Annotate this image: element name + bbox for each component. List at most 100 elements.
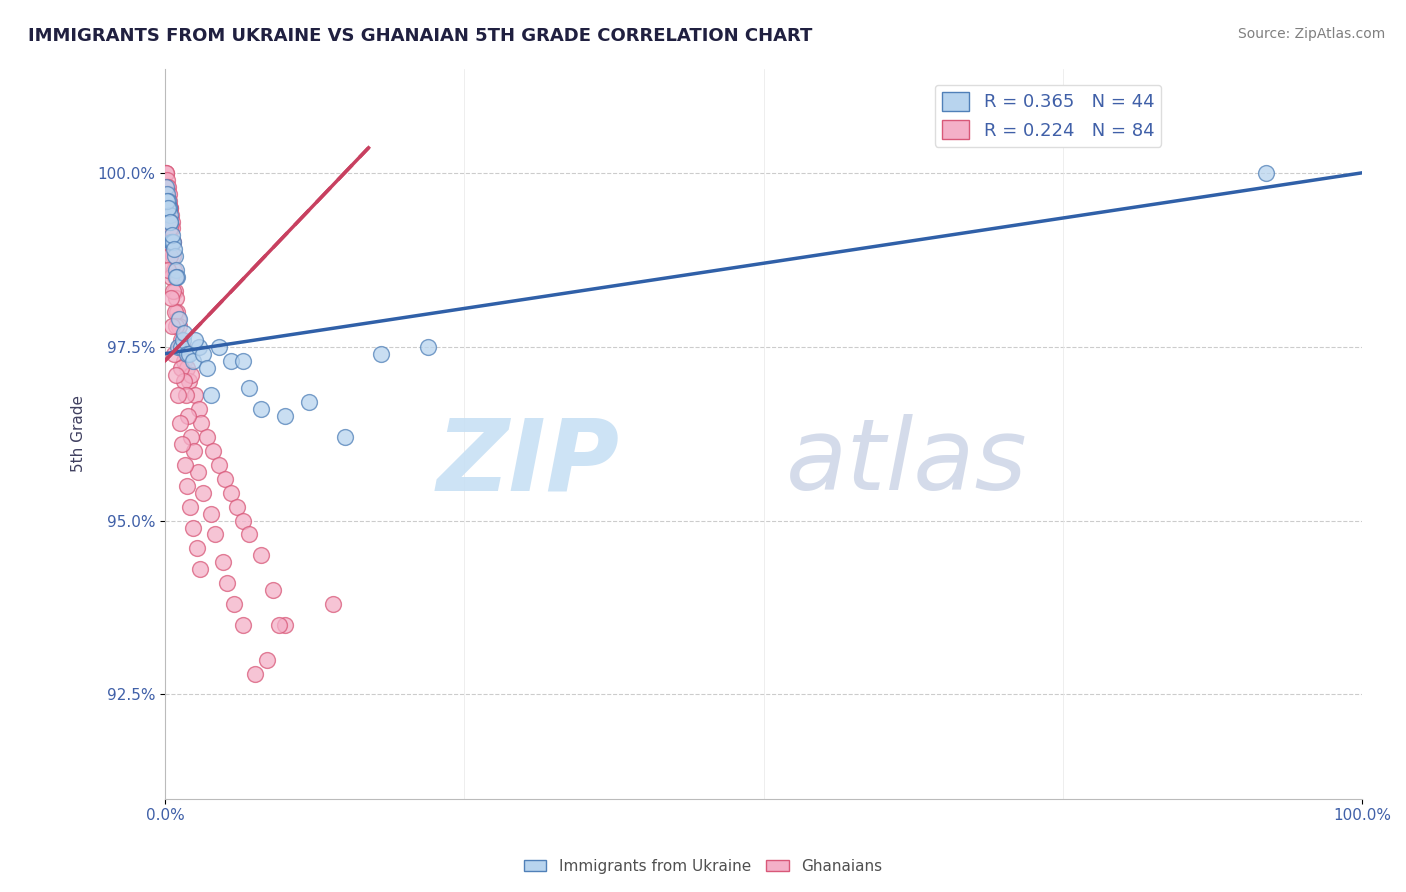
Point: [155, 166, 177, 180]
Y-axis label: 5th Grade: 5th Grade: [72, 395, 86, 472]
Point: [183, 444, 205, 458]
Point: [169, 340, 191, 354]
Point: [157, 194, 180, 208]
Point: [156, 173, 179, 187]
Point: [232, 353, 254, 368]
Point: [250, 402, 273, 417]
Point: [156, 194, 179, 208]
Text: IMMIGRANTS FROM UKRAINE VS GHANAIAN 5TH GRADE CORRELATION CHART: IMMIGRANTS FROM UKRAINE VS GHANAIAN 5TH …: [28, 27, 813, 45]
Point: [169, 333, 191, 347]
Point: [165, 318, 187, 333]
Point: [333, 430, 356, 444]
Point: [187, 340, 209, 354]
Point: [274, 618, 297, 632]
Point: [173, 458, 195, 472]
Point: [184, 388, 207, 402]
Point: [298, 395, 321, 409]
Point: [165, 263, 187, 277]
Point: [176, 479, 198, 493]
Point: [165, 270, 187, 285]
Point: [160, 235, 183, 250]
Point: [208, 458, 231, 472]
Point: [217, 576, 239, 591]
Point: [156, 186, 179, 201]
Point: [176, 346, 198, 360]
Point: [1256, 166, 1278, 180]
Point: [173, 353, 195, 368]
Point: [163, 243, 186, 257]
Point: [157, 201, 180, 215]
Point: [418, 340, 440, 354]
Point: [165, 368, 187, 382]
Point: [204, 527, 226, 541]
Point: [174, 388, 197, 402]
Point: [219, 485, 242, 500]
Text: ZIP: ZIP: [437, 415, 620, 511]
Point: [181, 520, 204, 534]
Point: [193, 485, 215, 500]
Point: [173, 326, 195, 340]
Point: [187, 465, 209, 479]
Point: [370, 346, 392, 360]
Point: [169, 311, 191, 326]
Point: [162, 249, 184, 263]
Point: [232, 618, 254, 632]
Point: [225, 500, 247, 514]
Point: [190, 416, 212, 430]
Point: [165, 291, 187, 305]
Point: [180, 368, 202, 382]
Point: [163, 263, 186, 277]
Point: [159, 214, 181, 228]
Point: [184, 333, 207, 347]
Point: [267, 618, 290, 632]
Legend: R = 0.365   N = 44, R = 0.224   N = 84: R = 0.365 N = 44, R = 0.224 N = 84: [935, 85, 1161, 147]
Point: [170, 360, 193, 375]
Point: [232, 514, 254, 528]
Point: [195, 360, 218, 375]
Point: [162, 318, 184, 333]
Point: [169, 318, 191, 333]
Point: [200, 388, 222, 402]
Point: [322, 597, 344, 611]
Point: [157, 186, 180, 201]
Point: [163, 305, 186, 319]
Point: [162, 235, 184, 250]
Point: [177, 346, 200, 360]
Point: [159, 201, 181, 215]
Point: [162, 235, 184, 250]
Point: [169, 416, 191, 430]
Point: [211, 555, 233, 569]
Point: [157, 201, 180, 215]
Point: [159, 201, 181, 215]
Point: [163, 346, 186, 360]
Text: atlas: atlas: [786, 415, 1028, 511]
Point: [186, 541, 208, 556]
Point: [172, 437, 194, 451]
Point: [214, 472, 236, 486]
Point: [155, 179, 177, 194]
Point: [157, 179, 180, 194]
Point: [173, 375, 195, 389]
Point: [167, 311, 190, 326]
Point: [224, 597, 246, 611]
Point: [156, 235, 179, 250]
Point: [159, 214, 181, 228]
Point: [181, 353, 204, 368]
Point: [172, 333, 194, 347]
Point: [167, 340, 190, 354]
Point: [163, 249, 186, 263]
Point: [160, 228, 183, 243]
Point: [157, 263, 180, 277]
Point: [157, 194, 180, 208]
Point: [238, 527, 260, 541]
Text: Source: ZipAtlas.com: Source: ZipAtlas.com: [1237, 27, 1385, 41]
Legend: Immigrants from Ukraine, Ghanaians: Immigrants from Ukraine, Ghanaians: [517, 853, 889, 880]
Point: [193, 346, 215, 360]
Point: [219, 353, 242, 368]
Point: [167, 340, 190, 354]
Point: [162, 235, 184, 250]
Point: [187, 402, 209, 417]
Point: [262, 583, 284, 598]
Point: [156, 179, 179, 194]
Point: [166, 305, 188, 319]
